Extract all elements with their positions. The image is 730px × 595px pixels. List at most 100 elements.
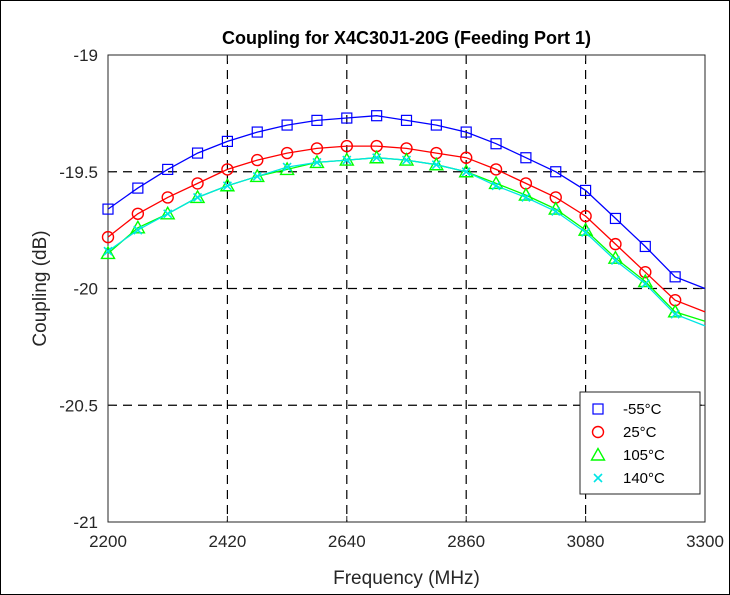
y-tick-label: -19.5	[59, 163, 98, 182]
data-point-x	[640, 279, 650, 289]
series-layer	[100, 110, 706, 327]
y-tick-label: -21	[73, 513, 98, 532]
data-point-x-stroke	[461, 167, 471, 177]
series-0	[102, 110, 706, 290]
data-point-circle	[221, 163, 234, 176]
data-point-circle	[101, 230, 115, 244]
data-point-circle	[609, 237, 622, 251]
x-tick-label: 3080	[567, 532, 605, 551]
x-tick-label: 2420	[208, 532, 246, 551]
chart-title: Coupling for X4C30J1-20G (Feeding Port 1…	[222, 28, 591, 48]
series-1	[101, 139, 706, 313]
data-point-x-stroke	[401, 155, 412, 165]
data-point-x	[670, 309, 680, 319]
data-point-square	[520, 152, 532, 164]
data-point-x	[610, 255, 621, 266]
data-point-x-stroke	[521, 192, 531, 203]
data-point-x-stroke	[342, 155, 352, 165]
data-point-square	[341, 112, 353, 124]
data-point-circle	[591, 425, 605, 439]
data-point-circle	[460, 151, 473, 164]
data-point-square	[162, 163, 174, 176]
data-point-square	[191, 147, 204, 159]
data-point-square	[639, 240, 651, 253]
data-point-circle	[131, 207, 145, 220]
data-point-square	[102, 203, 114, 215]
data-point-square	[430, 119, 442, 131]
legend-item: 105°C	[590, 447, 665, 464]
data-point-x	[252, 171, 262, 181]
legend-item: 25°C	[591, 424, 657, 441]
data-point-x	[372, 153, 382, 163]
data-point-circle	[310, 142, 324, 155]
x-tick-label: 3300	[686, 532, 724, 551]
data-point-x-stroke	[610, 255, 621, 266]
legend-item: -55°C	[592, 401, 662, 418]
x-tick-label: 2860	[447, 532, 485, 551]
y-tick-label: -19	[73, 46, 98, 65]
data-point-square	[132, 182, 144, 194]
data-point-x	[222, 181, 232, 191]
data-point-circle	[191, 177, 204, 190]
data-point-x-stroke	[163, 209, 173, 219]
data-point-square	[490, 138, 502, 150]
data-point-x	[581, 227, 591, 238]
data-point-circle	[340, 139, 353, 153]
series-line	[107, 145, 706, 313]
data-point-x-stroke	[103, 246, 113, 256]
data-point-square	[221, 135, 233, 147]
data-point-x-stroke	[431, 160, 441, 170]
data-point-x	[192, 192, 203, 203]
data-point-x	[103, 246, 113, 256]
data-point-x-stroke	[372, 153, 382, 163]
data-point-circle	[579, 209, 592, 223]
data-point-square	[311, 114, 323, 126]
data-point-x-stroke	[670, 309, 680, 319]
data-point-circle	[280, 146, 294, 160]
data-point-square	[371, 110, 383, 122]
data-point-x-stroke	[593, 473, 603, 483]
data-point-triangle	[160, 205, 176, 220]
legend-label: 25°C	[623, 424, 657, 441]
data-point-triangle	[100, 245, 116, 260]
tick-layer: 2200 2420 2640 2860 3080 3300 -19 -19.5 -20 -20.5…	[59, 46, 724, 551]
y-tick-label: -20	[73, 280, 98, 299]
data-point-triangle	[590, 447, 606, 461]
data-point-x	[551, 206, 561, 217]
series-line	[107, 157, 706, 322]
data-point-triangle	[368, 149, 385, 164]
data-point-square	[592, 403, 604, 415]
data-point-circle	[639, 265, 652, 279]
data-point-x-stroke	[491, 181, 501, 191]
data-point-x	[401, 155, 412, 165]
data-point-x	[163, 209, 173, 219]
legend-item: 140°C	[593, 470, 665, 487]
y-tick-label: -20.5	[59, 396, 98, 415]
data-point-square	[400, 114, 413, 126]
data-point-x	[461, 167, 471, 177]
data-point-x-stroke	[192, 192, 203, 203]
legend-label: -55°C	[623, 401, 662, 418]
data-point-x-stroke	[581, 227, 591, 238]
y-axis-label: Coupling (dB)	[30, 230, 51, 346]
data-point-x-stroke	[640, 279, 650, 289]
data-point-x	[133, 225, 143, 235]
data-point-x	[312, 157, 322, 167]
data-point-x-stroke	[222, 181, 232, 191]
series-3	[103, 153, 706, 327]
data-point-x	[521, 192, 531, 203]
data-point-x-stroke	[551, 206, 561, 217]
series-line	[107, 115, 706, 290]
data-point-x	[593, 473, 603, 483]
data-point-x-stroke	[133, 225, 143, 235]
data-point-square	[281, 119, 293, 131]
data-point-square	[251, 126, 263, 138]
data-point-square	[550, 166, 562, 178]
legend: -55°C 25°C 105°C 140°C	[579, 391, 701, 495]
data-point-x	[491, 181, 501, 191]
data-point-x-stroke	[312, 157, 322, 167]
data-point-x	[282, 162, 292, 172]
data-point-square	[460, 126, 472, 138]
